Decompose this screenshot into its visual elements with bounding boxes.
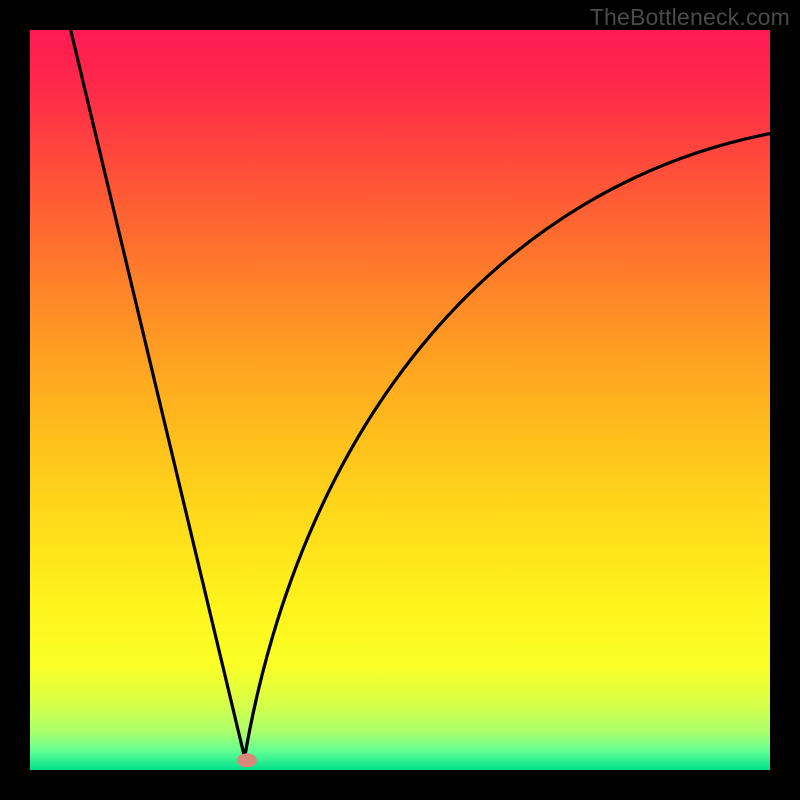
chart-root: TheBottleneck.com: [0, 0, 800, 800]
optimal-point-marker: [237, 753, 257, 767]
chart-svg: [0, 0, 800, 800]
chart-gradient-background: [30, 30, 770, 770]
watermark-text: TheBottleneck.com: [590, 4, 790, 31]
